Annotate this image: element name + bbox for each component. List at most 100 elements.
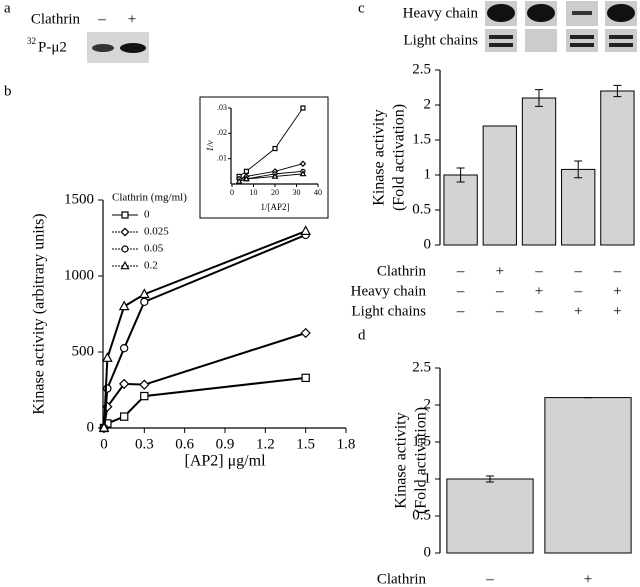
panel-label: b	[4, 83, 12, 99]
condition-mark: +	[574, 303, 582, 319]
marker	[300, 327, 311, 339]
marker	[301, 373, 310, 383]
condition-mark: +	[128, 11, 136, 27]
legend-label: 0	[144, 209, 150, 221]
condition-label: Heavy chain	[351, 283, 427, 299]
x-axis-label: [AP2] μg/ml	[184, 453, 266, 470]
condition-label: Clathrin	[377, 263, 427, 279]
x-tick-label: 1.8	[337, 436, 356, 452]
marker	[271, 172, 279, 179]
x-tick-label: 10	[250, 188, 258, 197]
x-tick-label: 0.9	[216, 436, 235, 452]
y-tick-label: 1000	[64, 267, 94, 283]
bar	[521, 97, 557, 246]
x-tick-label: 0	[100, 436, 108, 452]
condition-mark: –	[613, 263, 622, 279]
y-tick-label: 500	[72, 343, 95, 359]
marker	[139, 288, 150, 299]
y-tick-label: .01	[217, 153, 227, 162]
marker	[242, 175, 250, 182]
bar	[482, 125, 517, 246]
condition-mark: +	[613, 303, 621, 319]
legend-label: 0.025	[144, 226, 169, 238]
gel-band	[609, 35, 633, 39]
marker	[140, 297, 149, 307]
bar	[446, 478, 534, 554]
y-tick-label: 0.5	[412, 507, 431, 523]
y-axis-label: (Fold activation)	[413, 407, 430, 514]
gel-image	[485, 1, 637, 52]
condition-mark: –	[456, 263, 465, 279]
series-line	[238, 107, 304, 177]
panel-label: a	[4, 0, 11, 16]
x-tick-label: 0.6	[175, 436, 194, 452]
x-tick-label: 0	[230, 188, 234, 197]
error-bar	[574, 160, 583, 179]
condition-mark: –	[456, 303, 465, 319]
marker	[118, 300, 130, 311]
condition-mark: –	[495, 283, 504, 299]
marker	[120, 260, 130, 270]
error-bar	[456, 167, 465, 183]
condition-mark: –	[573, 263, 582, 279]
marker	[98, 422, 110, 432]
y-tick-label: 0.5	[412, 201, 431, 217]
y-axis-label: 1/v	[205, 140, 215, 151]
condition-mark: –	[495, 303, 504, 319]
x-tick-label: 1.2	[256, 436, 275, 452]
gel-band	[120, 43, 146, 53]
y-axis-label: Kinase activity	[393, 412, 410, 508]
marker	[118, 378, 130, 390]
gel-lane	[605, 29, 637, 52]
bar	[544, 397, 632, 554]
marker	[119, 412, 129, 421]
gel-band	[92, 44, 114, 52]
gel-band	[609, 43, 633, 47]
label-superscript: 32	[27, 36, 36, 46]
marker	[235, 177, 243, 184]
marker	[119, 344, 129, 353]
condition-mark: –	[534, 303, 543, 319]
condition-label: Light chains	[351, 303, 426, 319]
y-tick-label: 1	[424, 166, 432, 182]
condition-mark: –	[485, 571, 494, 587]
condition-mark: –	[456, 283, 465, 299]
marker	[139, 379, 150, 390]
series-line	[103, 376, 306, 429]
legend-label: 0.05	[144, 243, 164, 255]
gel-row-label: Heavy chain	[403, 5, 479, 21]
y-tick-label: 1.5	[412, 433, 431, 449]
marker	[120, 227, 130, 237]
marker	[299, 170, 307, 177]
condition-mark: +	[496, 263, 504, 279]
marker	[300, 105, 306, 111]
series-line	[103, 230, 307, 429]
y-tick-label: 1500	[64, 191, 94, 207]
condition-mark: –	[97, 11, 106, 27]
series-line	[238, 173, 303, 182]
panel-label: c	[358, 0, 365, 16]
panel-label: d	[358, 327, 366, 343]
y-axis-label: Kinase activity (arbitrary units)	[31, 213, 48, 414]
x-tick-label: 20	[271, 188, 279, 197]
bar	[561, 168, 596, 246]
gel-band	[487, 4, 515, 22]
condition-label: Clathrin	[377, 571, 427, 587]
legend-title: Clathrin (mg/ml)	[112, 192, 187, 204]
condition-label: Clathrin	[31, 11, 81, 27]
marker	[243, 168, 250, 174]
condition-mark: –	[573, 283, 582, 299]
y-axis-label: Kinase activity	[371, 109, 388, 205]
error-bar	[613, 84, 622, 98]
marker	[140, 391, 149, 401]
gel-lane	[566, 29, 598, 52]
error-bar	[486, 475, 494, 483]
y-axis-label: (Fold activation)	[391, 104, 408, 211]
marker	[272, 145, 278, 152]
condition-mark: +	[535, 283, 543, 299]
condition-mark: –	[534, 263, 543, 279]
gel-band	[570, 43, 594, 47]
x-tick-label: 30	[293, 188, 301, 197]
gel-band	[527, 4, 555, 22]
